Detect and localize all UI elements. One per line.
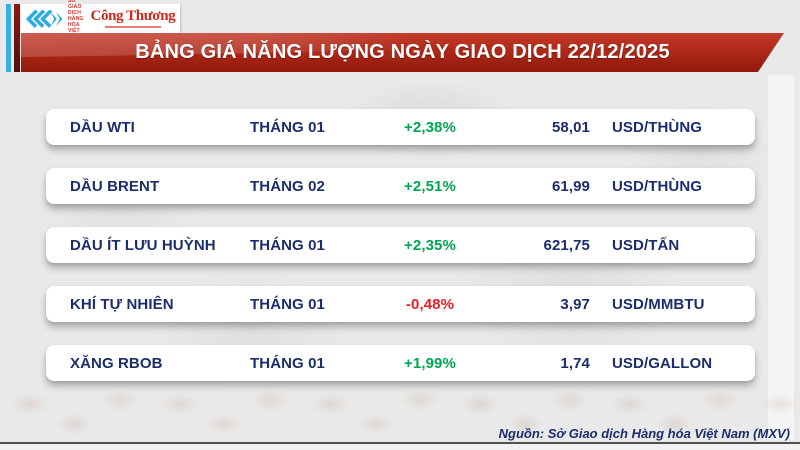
- title-banner: BẢNG GIÁ NĂNG LƯỢNG NGÀY GIAO DỊCH 22/12…: [21, 33, 784, 72]
- price-value: 58,01: [551, 118, 590, 136]
- contract-month: THÁNG 01: [250, 118, 325, 136]
- contract-month: THÁNG 01: [250, 295, 325, 313]
- price-unit: USD/TẤN: [612, 236, 680, 254]
- price-unit: USD/GALLON: [612, 354, 713, 372]
- commodity-name: DẦU BRENT: [70, 177, 160, 195]
- accent-stripe-cyan: [6, 4, 11, 72]
- price-row: DẦU BRENT THÁNG 02 +2,51% 61,99 USD/THÙN…: [46, 168, 755, 204]
- price-value: 3,97: [560, 295, 590, 313]
- page-title: BẢNG GIÁ NĂNG LƯỢNG NGÀY GIAO DỊCH 22/12…: [135, 41, 670, 63]
- accent-stripe-maroon: [14, 4, 20, 72]
- price-unit: USD/MMBTU: [612, 295, 705, 313]
- footer-bottom-strip: [0, 444, 800, 450]
- price-row: DẦU WTI THÁNG 01 +2,38% 58,01 USD/THÙNG: [46, 109, 755, 145]
- price-row: XĂNG RBOB THÁNG 01 +1,99% 1,74 USD/GALLO…: [46, 345, 755, 381]
- price-row: DẦU ÍT LƯU HUỲNH THÁNG 01 +2,35% 621,75 …: [46, 227, 755, 263]
- commodity-name: DẦU WTI: [70, 118, 135, 136]
- change-percent: +2,35%: [404, 236, 456, 254]
- change-percent: -0,48%: [405, 295, 455, 313]
- commodity-name: DẦU ÍT LƯU HUỲNH: [70, 236, 216, 254]
- mxv-logo-icon: [26, 9, 64, 28]
- price-value: 61,99: [551, 177, 590, 195]
- congthuong-tagline-bar: [104, 26, 161, 28]
- logo-box: SỞ GIAO DỊCH HÀNG HÓA VIỆT NAM Công Thươ…: [21, 0, 180, 40]
- price-unit: USD/THÙNG: [612, 177, 703, 195]
- change-percent: +2,51%: [404, 177, 456, 195]
- source-credit: Nguồn: Sở Giao dịch Hàng hóa Việt Nam (M…: [498, 426, 790, 441]
- price-table: DẦU WTI THÁNG 01 +2,38% 58,01 USD/THÙNG …: [46, 109, 755, 404]
- commodity-name: KHÍ TỰ NHIÊN: [70, 295, 174, 313]
- price-unit: USD/THÙNG: [612, 118, 703, 136]
- background-light-strip: [768, 75, 794, 440]
- price-value: 621,75: [543, 236, 590, 254]
- congthuong-logo: Công Thương: [91, 9, 176, 28]
- price-value: 1,74: [560, 354, 590, 372]
- congthuong-wordmark: Công Thương: [90, 8, 176, 24]
- change-percent: +2,38%: [404, 118, 456, 136]
- commodity-name: XĂNG RBOB: [70, 354, 163, 372]
- contract-month: THÁNG 02: [250, 177, 325, 195]
- contract-month: THÁNG 01: [250, 236, 325, 254]
- change-percent: +1,99%: [404, 354, 456, 372]
- footer-divider-line: [0, 442, 800, 444]
- price-row: KHÍ TỰ NHIÊN THÁNG 01 -0,48% 3,97 USD/MM…: [46, 286, 755, 322]
- contract-month: THÁNG 01: [250, 354, 325, 372]
